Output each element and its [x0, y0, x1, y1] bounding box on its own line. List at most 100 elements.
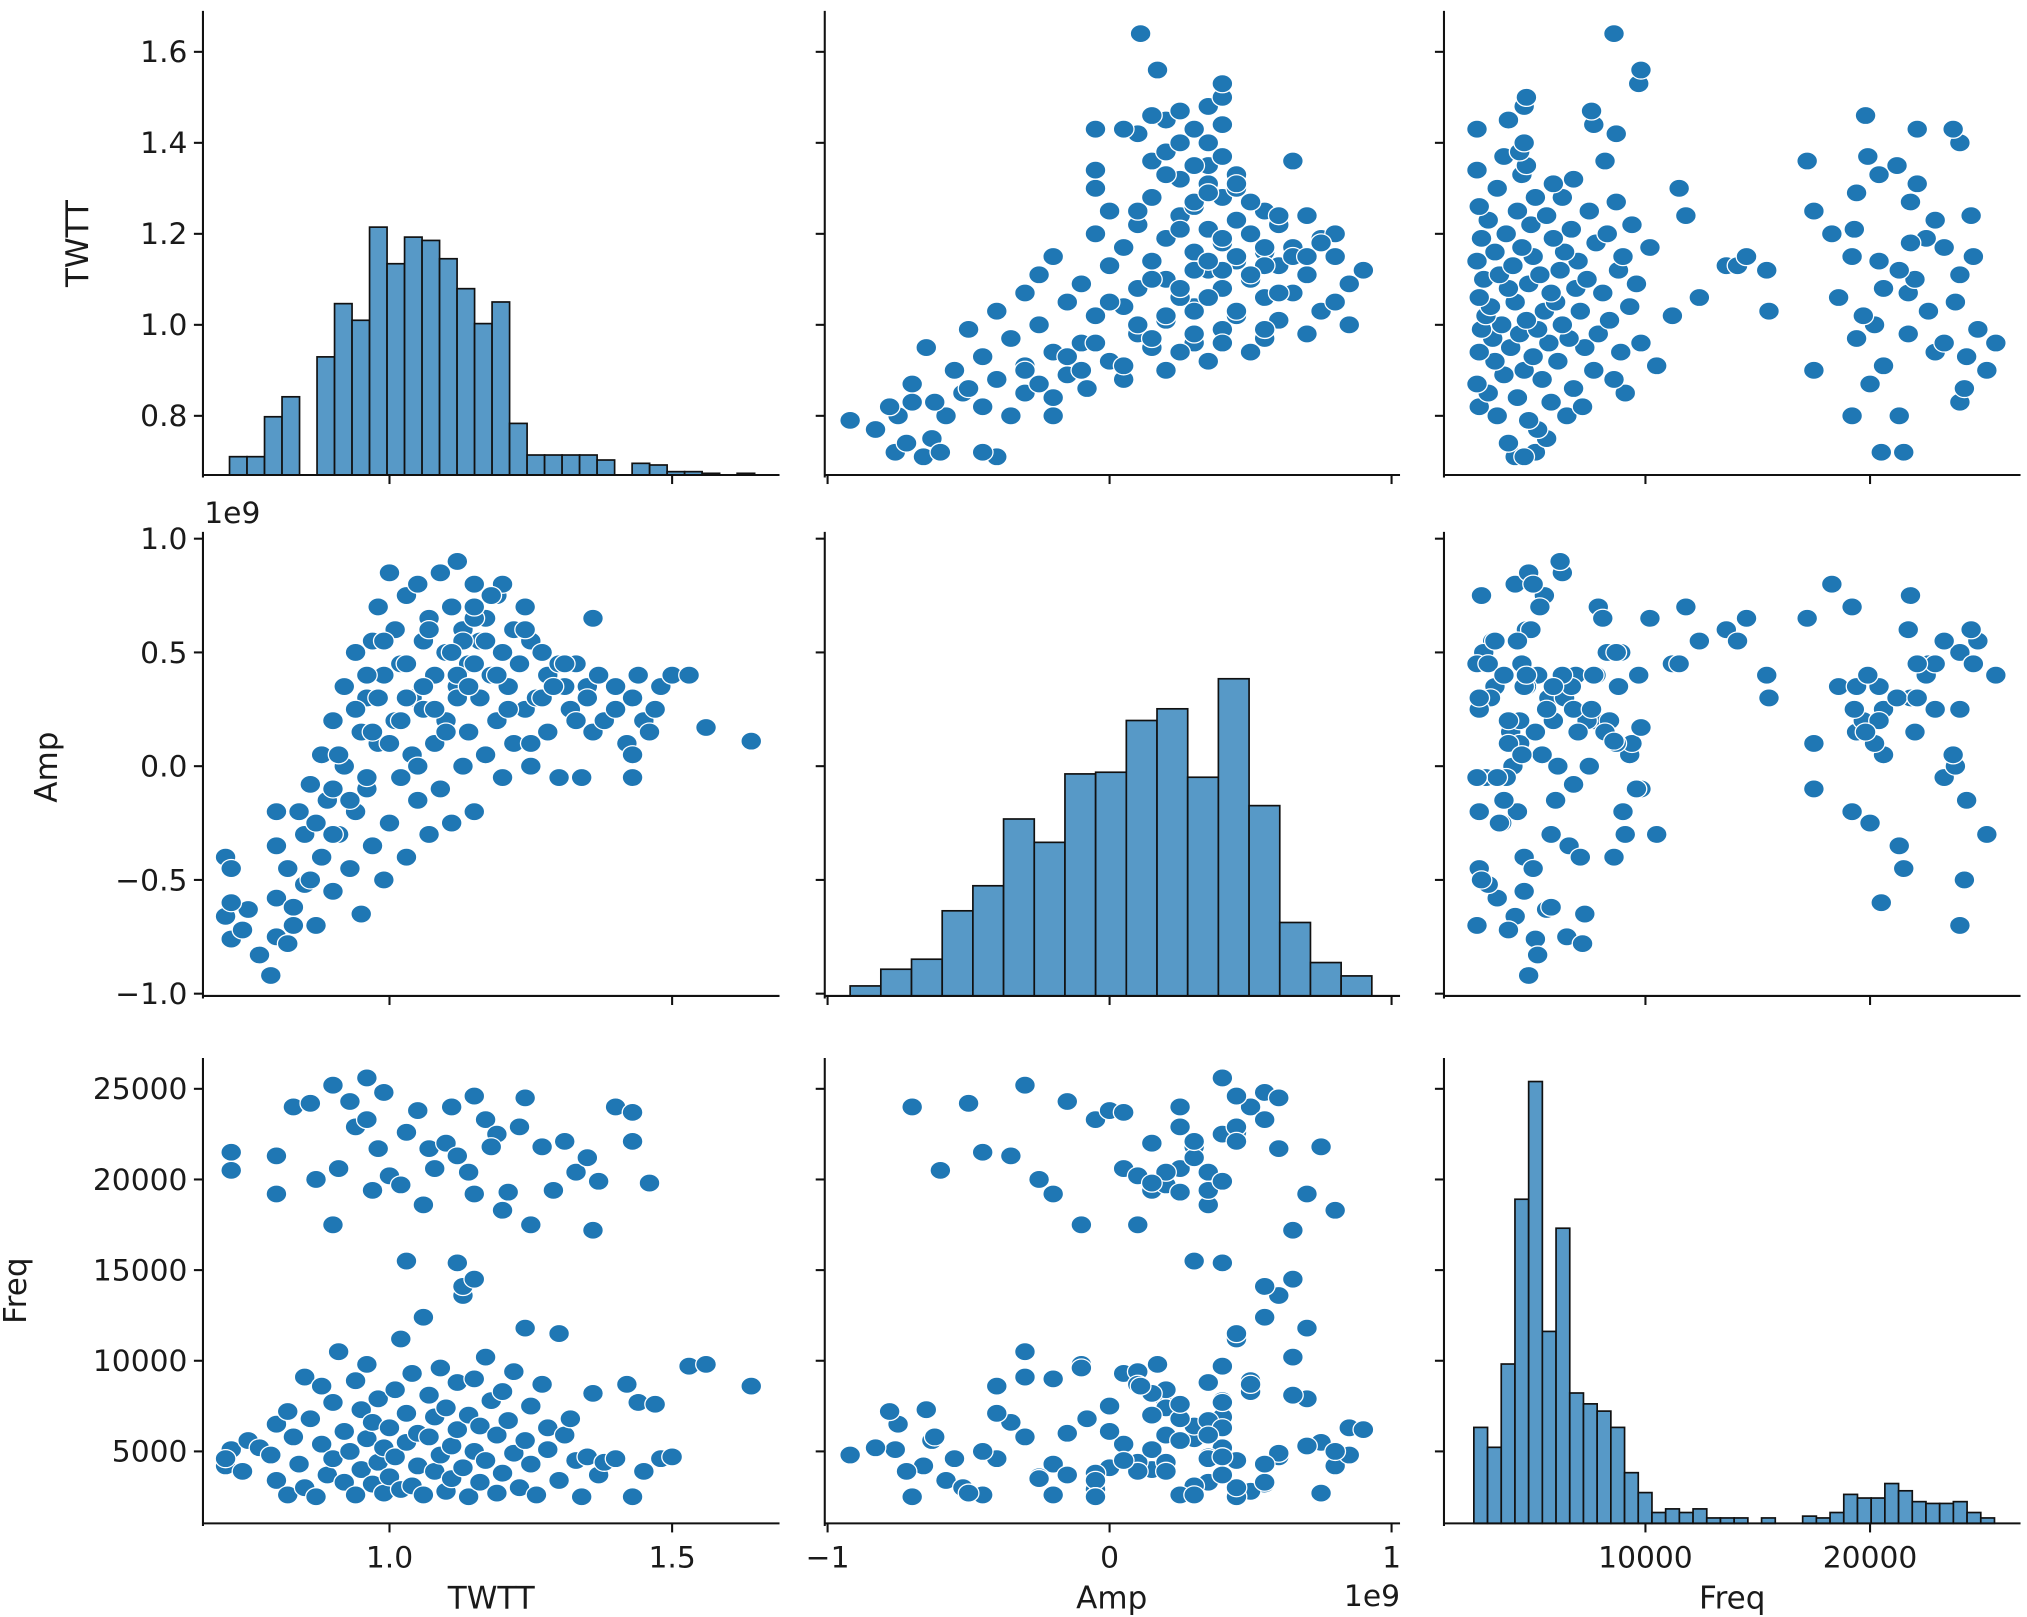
scatter-point [1522, 858, 1545, 879]
y-tick-label: 10000 [93, 1344, 188, 1379]
scatter-point [508, 654, 531, 674]
scatter-point [1140, 105, 1163, 126]
scatter-point [321, 1392, 344, 1413]
scatter-point [1843, 699, 1866, 719]
scatter-point [1625, 779, 1648, 799]
scatter-point [1515, 310, 1538, 330]
histogram-bar [1094, 771, 1128, 997]
scatter-point [1638, 608, 1661, 628]
histogram-bar [1925, 1502, 1941, 1525]
scatter-point [1468, 196, 1491, 217]
scatter-point [502, 1361, 525, 1382]
scatter-point [604, 676, 627, 697]
scatter-point [457, 1487, 480, 1507]
scatter-point [1948, 642, 1971, 663]
scatter-point [1084, 160, 1107, 180]
scatter-point [305, 1169, 327, 1190]
scatter-point [1013, 1341, 1036, 1362]
histogram-bar [1829, 1511, 1845, 1525]
scatter-point [525, 1485, 548, 1505]
scatter-point [338, 1441, 361, 1462]
scatter-point [1466, 119, 1488, 139]
scatter-point [1955, 346, 1978, 367]
scatter-point [884, 1439, 907, 1460]
scatter-point [1497, 920, 1520, 940]
scatter-point [1253, 1276, 1276, 1297]
scatter-point [1625, 274, 1648, 294]
scatter-point [1225, 210, 1248, 230]
scatter-point [321, 1075, 344, 1095]
scatter-point [1295, 1184, 1318, 1204]
scatter-point [621, 1102, 644, 1123]
scatter-point [553, 1131, 576, 1152]
scatter-point [999, 1146, 1022, 1166]
scatter-point [1281, 1347, 1304, 1367]
scatter-point [265, 1184, 288, 1204]
scatter-point [1542, 174, 1565, 194]
y-axis-label-twtt: TWTT [60, 199, 96, 288]
histogram-bar [508, 422, 528, 476]
scatter-point [1796, 608, 1819, 628]
scatter-point [435, 1133, 458, 1153]
scatter-point [1253, 237, 1276, 258]
scatter-point [1146, 60, 1169, 80]
scatter-point [1126, 1215, 1149, 1235]
histogram-bar [491, 301, 511, 476]
x-axis-label-twtt: TWTT [447, 1581, 536, 1617]
scatter-point [1948, 699, 1971, 719]
scatter-point [1169, 1182, 1192, 1202]
scatter-point [1013, 360, 1036, 381]
scatter-point [1620, 215, 1643, 235]
scatter-point [355, 1068, 378, 1088]
scatter-point [923, 1427, 946, 1447]
scatter-point [1560, 219, 1583, 239]
scatter-point [971, 346, 994, 367]
scatter-point [1497, 433, 1520, 453]
scatter-point [293, 1367, 316, 1387]
scatter-point [1506, 801, 1529, 822]
scatter-point [1546, 756, 1569, 776]
scatter-point [1627, 665, 1650, 685]
scatter-point [1573, 904, 1596, 924]
scatter-point [1267, 1138, 1290, 1159]
x-tick-label: 1 [1382, 1540, 1401, 1575]
scatter-point [1827, 287, 1850, 308]
scatter-point [468, 1472, 491, 1492]
scatter-point [1924, 699, 1947, 719]
scatter-point [1535, 699, 1558, 719]
scatter-point [463, 1086, 486, 1106]
scatter-point [276, 1401, 299, 1422]
scatter-point [536, 722, 559, 742]
scatter-point [519, 733, 542, 754]
scatter-point [463, 1269, 486, 1289]
scatter-point [361, 1180, 384, 1201]
scatter-point [1112, 119, 1135, 139]
scatter-point [1755, 665, 1778, 685]
scatter-point [1211, 333, 1234, 353]
scatter-point [282, 897, 305, 917]
scatter-point [429, 779, 452, 799]
scatter-point [548, 767, 571, 788]
scatter-point [1140, 1133, 1163, 1153]
scatter-point [1603, 369, 1625, 390]
scatter-point [1056, 292, 1079, 312]
scatter-point [985, 369, 1008, 390]
scatter-point [1013, 1427, 1036, 1447]
scatter-point [1324, 246, 1347, 267]
scatter-point [463, 1184, 486, 1204]
scatter-point [1605, 124, 1628, 144]
scatter-point [344, 642, 367, 663]
scatter-point [1859, 813, 1882, 833]
y-tick-label: 25000 [93, 1072, 188, 1107]
scatter-point [1084, 306, 1107, 326]
histogram-bar [578, 454, 598, 476]
scatter-point [864, 419, 887, 440]
scatter-point [395, 688, 418, 708]
scatter-point [1239, 1374, 1262, 1395]
scatter-point [1324, 1200, 1347, 1220]
scatter-point [901, 1097, 924, 1117]
scatter-point [1490, 315, 1513, 335]
scatter-point [1960, 619, 1983, 640]
scatter-point [1013, 1367, 1036, 1387]
scatter-point [542, 1180, 565, 1201]
